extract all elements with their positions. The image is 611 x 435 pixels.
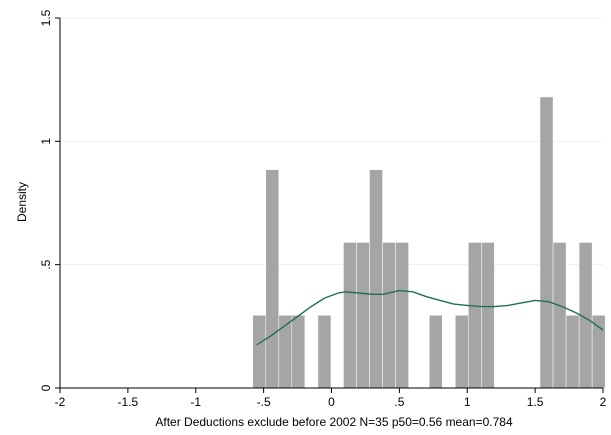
y-axis-ticks: 0 .5 1 1.5 (39, 9, 60, 391)
y-tick-label-2: 1 (39, 138, 53, 145)
x-tick-label-2: -1 (190, 395, 201, 409)
x-tick-label-7: 1.5 (527, 395, 544, 409)
histogram-bar-5 (343, 242, 357, 389)
density-curve (256, 289, 604, 346)
histogram-bar-15 (552, 242, 567, 389)
y-tick-label-0: 0 (39, 384, 53, 391)
histogram-bar-4 (317, 314, 332, 389)
histogram-bar-8 (382, 242, 396, 389)
x-tick-label-8: 2 (600, 395, 607, 409)
x-tick-label-1: -1.5 (118, 395, 139, 409)
x-tick-label-6: 1 (464, 395, 471, 409)
x-tick-label-4: 0 (328, 395, 335, 409)
histogram-bar-3 (291, 314, 306, 389)
histogram-bar-13 (481, 242, 495, 389)
histogram-bar-10 (428, 314, 443, 389)
x-axis-ticks: -2 -1.5 -1 -.5 0 .5 1 1.5 2 (55, 388, 607, 409)
histogram-bar-9 (395, 242, 409, 389)
histogram-bar-14 (539, 96, 554, 389)
histogram-bar-11 (455, 314, 469, 389)
histogram-bar-0 (252, 314, 267, 389)
histogram-bars (252, 96, 606, 389)
histogram-bar-7 (369, 169, 383, 389)
y-tick-label-1: .5 (39, 259, 53, 269)
y-axis-label: Density (15, 182, 29, 222)
x-tick-label-0: -2 (55, 395, 66, 409)
grid-lines (60, 17, 603, 266)
histogram-bar-16 (565, 314, 580, 389)
x-tick-label-5: .5 (394, 395, 404, 409)
x-axis-label: After Deductions exclude before 2002 N=3… (155, 415, 513, 429)
histogram-bar-12 (468, 242, 482, 389)
histogram-bar-6 (356, 242, 370, 389)
histogram-bar-1 (265, 169, 280, 389)
y-tick-label-3: 1.5 (39, 9, 53, 26)
x-tick-label-3: -.5 (257, 395, 271, 409)
